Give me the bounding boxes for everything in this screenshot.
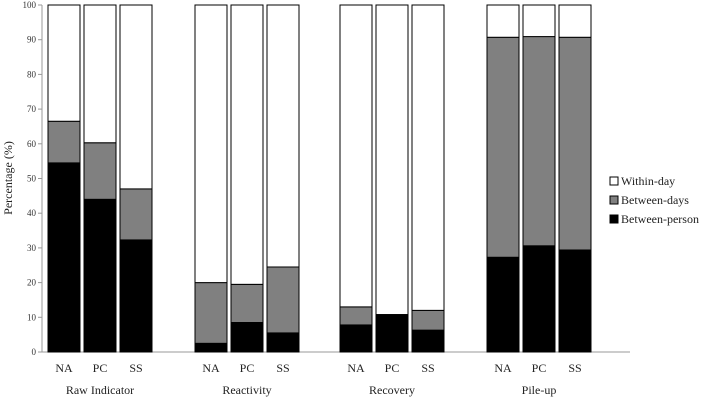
bar-segment-within-day (194, 4, 228, 284)
bar-segment-between-days (411, 309, 445, 331)
bar-segment-between-person (411, 329, 445, 353)
bar-segment-between-days (83, 142, 117, 200)
bar-segment-within-day (83, 4, 117, 144)
bar-category-label: NA (202, 361, 220, 375)
bar-segment-between-days (522, 36, 556, 247)
y-axis: 0 10 20 30 40 50 60 70 80 90 100 (23, 0, 43, 357)
bar-segment-between-person (119, 239, 153, 353)
bar-segment-within-day (47, 4, 81, 122)
bar-segment-between-person (486, 256, 520, 353)
bar-segment-within-day (558, 4, 592, 38)
bar-segment-between-person (522, 245, 556, 353)
legend-label: Between-days (621, 193, 689, 207)
bar-segment-within-day (486, 4, 520, 38)
bar-segment-between-person (194, 342, 228, 353)
legend-swatch (609, 176, 619, 186)
bar-segment-within-day (339, 4, 373, 308)
bars (47, 4, 592, 353)
category-labels: NA PC SS NA PC SS NA PC SS NA PC SS (55, 361, 581, 375)
bar-segment-within-day (266, 4, 300, 268)
bar-category-label: SS (276, 361, 289, 375)
bar-category-label: PC (240, 361, 255, 375)
bar-category-label: SS (129, 361, 142, 375)
y-tick-label: 90 (27, 35, 37, 45)
bar-segment-between-days (230, 283, 264, 324)
bar-segment-between-days (47, 120, 81, 164)
bar-segment-between-person (558, 249, 592, 353)
legend-swatch (609, 195, 619, 205)
legend: Within-day Between-days Between-person (609, 174, 699, 226)
y-tick-label: 80 (27, 69, 37, 79)
y-tick-label: 70 (27, 104, 37, 114)
y-tick-label: 50 (27, 174, 37, 184)
legend-swatch (609, 214, 619, 224)
y-tick-label: 30 (27, 243, 37, 253)
group-label: Pile-up (522, 383, 557, 397)
bar-segment-between-person (230, 322, 264, 353)
bar-segment-between-days (266, 266, 300, 334)
y-axis-title: Percentage (%) (1, 141, 15, 215)
bar-category-label: SS (421, 361, 434, 375)
y-tick-label: 40 (27, 208, 37, 218)
bar-category-label: NA (55, 361, 73, 375)
bar-segment-between-days (486, 36, 520, 258)
bar-segment-between-person (47, 162, 81, 353)
bar-category-label: PC (532, 361, 547, 375)
bar-category-label: PC (385, 361, 400, 375)
y-tick-label: 100 (23, 0, 37, 10)
group-labels: Raw Indicator Reactivity Recovery Pile-up (66, 383, 556, 397)
legend-label: Between-person (621, 212, 699, 226)
y-tick-label: 10 (27, 312, 37, 322)
bar-segment-between-person (266, 332, 300, 353)
y-tick-label: 60 (27, 139, 37, 149)
bar-segment-within-day (230, 4, 264, 285)
bar-category-label: PC (93, 361, 108, 375)
bar-segment-within-day (411, 4, 445, 311)
legend-label: Within-day (621, 174, 675, 188)
bar-segment-within-day (119, 4, 153, 190)
y-tick-label: 0 (32, 347, 37, 357)
bar-category-label: NA (347, 361, 365, 375)
bar-segment-within-day (375, 4, 409, 316)
bar-segment-between-days (194, 282, 228, 344)
bar-category-label: SS (568, 361, 581, 375)
bar-segment-between-person (375, 314, 409, 353)
bar-segment-between-person (339, 324, 373, 353)
group-label: Reactivity (222, 383, 271, 397)
bar-segment-between-days (119, 188, 153, 241)
bar-segment-within-day (522, 4, 556, 38)
group-label: Raw Indicator (66, 383, 134, 397)
group-label: Recovery (369, 383, 415, 397)
y-tick-label: 20 (27, 278, 37, 288)
bar-category-label: NA (494, 361, 512, 375)
bar-segment-between-days (339, 306, 373, 326)
bar-segment-between-days (558, 36, 592, 251)
bar-segment-between-person (83, 198, 117, 353)
